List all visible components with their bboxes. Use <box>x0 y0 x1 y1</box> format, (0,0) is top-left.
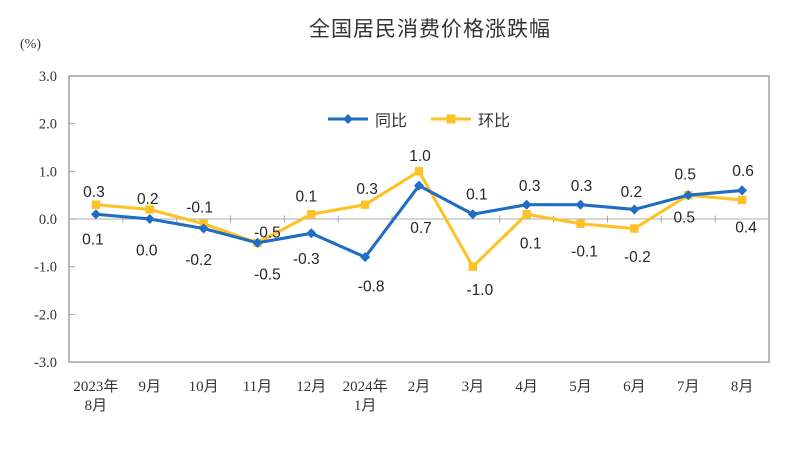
chart-title: 全国居民消费价格涨跌幅 <box>309 18 551 41</box>
data-point-label-1: 0.1 <box>82 232 104 249</box>
legend-label-tongbi: 同比 <box>374 113 407 130</box>
data-point-label-0: 0.1 <box>520 236 542 253</box>
x-axis-label: 8月 <box>731 379 754 395</box>
x-axis-label: 3月 <box>462 379 485 395</box>
x-axis-label: 9月 <box>139 379 162 395</box>
data-point-marker-1 <box>198 223 209 234</box>
data-point-label-0: -0.1 <box>186 199 213 216</box>
data-point-label-0: 0.3 <box>356 181 378 198</box>
data-point-marker-1 <box>90 209 101 220</box>
data-point-marker-0 <box>91 200 101 209</box>
data-point-marker-0 <box>630 224 639 233</box>
data-point-label-1: 0.0 <box>136 243 158 260</box>
y-axis-label: 2.0 <box>39 117 57 133</box>
data-point-marker-0 <box>737 195 747 205</box>
data-point-marker-1 <box>144 214 155 224</box>
data-point-label-0: 1.0 <box>409 148 431 165</box>
data-point-label-1: 0.5 <box>674 167 696 184</box>
data-point-label-0: -0.2 <box>624 249 651 266</box>
legend-item-tongbi: 同比 <box>327 107 407 131</box>
x-axis-label: 2024年 <box>343 378 388 395</box>
data-point-label-0: 0.3 <box>83 184 105 201</box>
data-point-label-0: 0.1 <box>296 189 318 206</box>
x-axis-label: 6月 <box>623 379 646 395</box>
data-point-marker-1 <box>414 180 424 191</box>
data-point-marker-1 <box>737 185 748 196</box>
data-point-label-1: 0.3 <box>571 178 593 195</box>
x-axis-label: 12月 <box>296 379 326 395</box>
data-point-label-0: -0.1 <box>571 243 598 260</box>
data-point-marker-1 <box>306 228 317 239</box>
data-point-label-0: 0.2 <box>137 191 159 208</box>
x-axis-label: 1月 <box>354 398 377 414</box>
data-point-marker-1 <box>521 199 532 210</box>
data-point-marker-1 <box>629 204 640 215</box>
x-axis-label: 5月 <box>569 379 592 395</box>
y-axis-label: -1.0 <box>34 260 57 276</box>
x-axis-label: 7月 <box>677 379 700 395</box>
data-point-label-1: -0.2 <box>185 252 212 269</box>
data-point-label-1: 0.6 <box>732 163 754 180</box>
x-axis-label: 2月 <box>408 379 431 395</box>
x-axis-label: 4月 <box>515 379 538 395</box>
data-point-label-1: 0.1 <box>466 187 488 204</box>
x-axis-label: 2023年 <box>73 378 118 395</box>
data-point-marker-1 <box>683 190 694 201</box>
y-axis-unit-label: (%) <box>20 37 41 52</box>
data-point-label-0: -1.0 <box>466 282 493 299</box>
data-point-label-1: -0.5 <box>254 266 281 283</box>
y-axis-label: -3.0 <box>34 355 57 371</box>
legend-item-huanbi: 环比 <box>431 107 510 131</box>
data-point-marker-0 <box>145 205 154 214</box>
data-point-marker-0 <box>307 210 316 219</box>
data-point-marker-1 <box>575 199 586 210</box>
data-point-label-1: -0.8 <box>358 279 385 296</box>
data-point-label-0: 0.4 <box>735 219 757 236</box>
x-axis-label: 10月 <box>189 379 219 395</box>
y-axis-label: -2.0 <box>34 307 57 323</box>
data-point-marker-0 <box>414 167 424 176</box>
data-point-marker-1 <box>467 209 478 220</box>
huanbi-line-marker-icon <box>431 114 471 124</box>
y-axis-label: 0.0 <box>39 212 57 228</box>
x-axis-label: 8月 <box>85 398 108 414</box>
legend-label-huanbi: 环比 <box>478 113 511 130</box>
data-point-label-0: 0.5 <box>673 210 695 227</box>
data-point-marker-0 <box>360 200 370 209</box>
data-point-marker-0 <box>468 262 478 271</box>
data-point-label-1: 0.2 <box>621 184 643 201</box>
data-point-marker-0 <box>576 219 585 228</box>
data-point-marker-1 <box>252 237 263 248</box>
data-point-label-0: -0.5 <box>254 224 281 241</box>
data-point-label-1: 0.7 <box>410 220 432 237</box>
data-point-marker-0 <box>522 210 531 219</box>
y-axis-label: 1.0 <box>39 164 57 180</box>
x-axis-label: 11月 <box>243 379 272 395</box>
legend: 同比 环比 <box>69 107 769 131</box>
data-point-label-1: -0.3 <box>293 251 320 268</box>
data-point-marker-1 <box>360 252 371 263</box>
y-axis-label: 3.0 <box>39 69 57 85</box>
tongbi-line-marker-icon <box>327 114 368 124</box>
data-point-label-1: 0.3 <box>519 178 541 195</box>
